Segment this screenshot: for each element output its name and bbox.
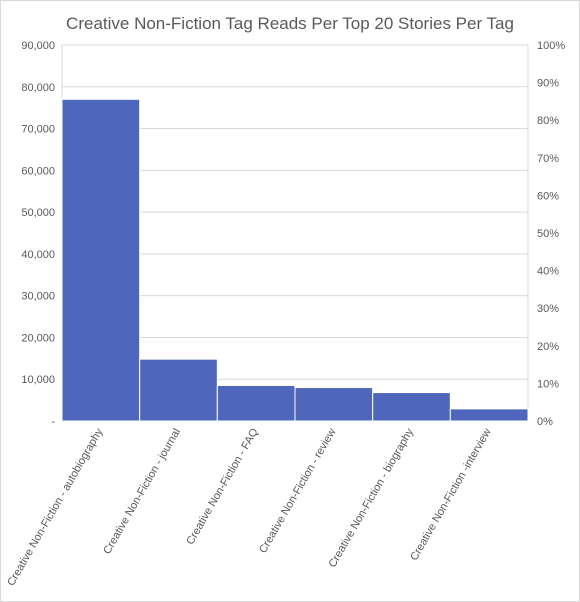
x-tick-label: Creative Non-Fiction - journal xyxy=(101,427,183,557)
bar xyxy=(450,409,528,421)
y-tick-label: 30,000 xyxy=(21,291,55,303)
y2-tick-label: 100% xyxy=(537,40,565,52)
chart-title: Creative Non-Fiction Tag Reads Per Top 2… xyxy=(66,14,514,33)
y2-tick-label: 0% xyxy=(537,416,553,428)
y2-tick-label: 20% xyxy=(537,341,559,353)
bar xyxy=(217,385,295,421)
y-tick-label: 70,000 xyxy=(21,124,55,136)
x-tick-label: Creative Non-Fiction - review xyxy=(257,426,338,555)
y2-tick-label: 40% xyxy=(537,266,559,278)
x-tick-label: Creative Non-Fiction - autobiography xyxy=(5,426,106,588)
bar xyxy=(62,99,140,421)
y2-tick-label: 60% xyxy=(537,190,559,202)
y2-tick-label: 50% xyxy=(537,228,559,240)
y2-tick-label: 90% xyxy=(537,78,559,90)
bar xyxy=(295,388,373,421)
y-tick-label: 20,000 xyxy=(21,332,55,344)
y-tick-label: 80,000 xyxy=(21,82,55,94)
bar xyxy=(373,393,451,421)
y-axis-right: 0% 10% 20% 30% 40% 50% 60% 70% 80% 90% 100% xyxy=(537,40,565,428)
y-tick-label: 40,000 xyxy=(21,249,55,261)
y-axis-left: - 10,000 20,000 30,000 40,000 50,000 60,000 70,… xyxy=(21,40,55,428)
x-tick-label: Creative Non-Fiction -interview xyxy=(408,426,494,562)
bar xyxy=(140,359,218,421)
y-tick-label: 50,000 xyxy=(21,207,55,219)
y-tick-label: 90,000 xyxy=(21,40,55,52)
y-tick-label: 10,000 xyxy=(21,374,55,386)
bars xyxy=(62,99,528,421)
y2-tick-label: 10% xyxy=(537,378,559,390)
x-tick-label: Creative Non-Fiction - FAQ xyxy=(184,426,261,547)
y2-tick-label: 70% xyxy=(537,153,559,165)
x-tick-label: Creative Non-Fiction - biography xyxy=(327,426,417,570)
y-tick-label: - xyxy=(51,416,55,428)
y2-tick-label: 80% xyxy=(537,115,559,127)
y2-tick-label: 30% xyxy=(537,303,559,315)
y-tick-label: 60,000 xyxy=(21,165,55,177)
x-axis: Creative Non-Fiction - autobiographyCrea… xyxy=(5,426,494,588)
